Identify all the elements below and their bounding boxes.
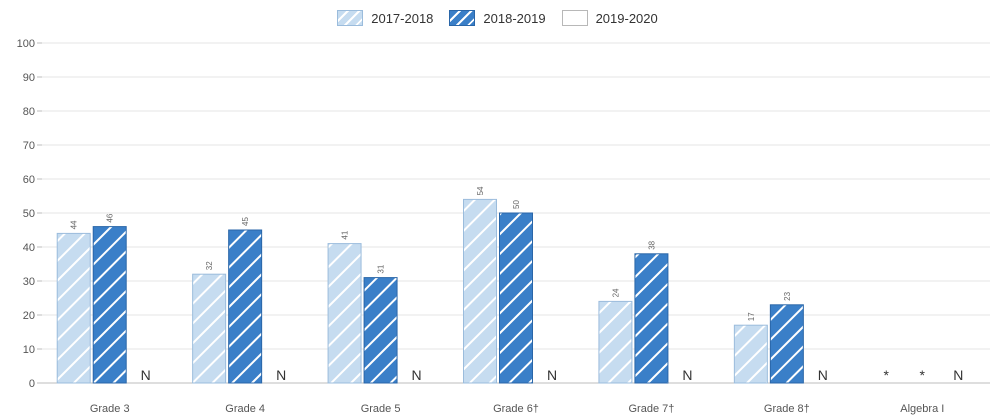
- x-tick-label: Grade 7†: [628, 403, 674, 415]
- x-tick-label: Grade 6†: [493, 403, 539, 415]
- y-axis: 0 10 20 30 40 50 60 70 80 90 100: [17, 38, 42, 390]
- y-tick-label: 10: [23, 344, 35, 356]
- data-label: 32: [205, 261, 214, 270]
- bar[interactable]: [56, 232, 91, 384]
- no-data-label: N: [818, 367, 828, 383]
- y-tick-label: 60: [23, 174, 35, 186]
- data-label: 17: [747, 312, 756, 321]
- no-data-label: *: [920, 367, 926, 383]
- legend-item-2017-2018[interactable]: 2017-2018: [337, 10, 433, 26]
- data-label: 23: [783, 291, 792, 300]
- data-label: 38: [647, 240, 656, 249]
- x-tick-label: Grade 8†: [764, 403, 810, 415]
- y-tick-label: 30: [23, 276, 35, 288]
- legend-swatch-2018-2019: [449, 10, 476, 26]
- legend-label-2018-2019: 2018-2019: [483, 10, 546, 26]
- y-tick-label: 90: [23, 72, 35, 84]
- y-tick-label: 20: [23, 310, 35, 322]
- bar[interactable]: [327, 243, 362, 384]
- data-label: 24: [611, 288, 620, 297]
- chart-legend: 2017-2018 2018-2019 2019-2020: [0, 8, 995, 28]
- data-label: 46: [106, 213, 115, 222]
- y-tick-label: 0: [29, 378, 35, 390]
- legend-swatch-2019-2020: [561, 10, 588, 26]
- no-data-label: N: [412, 367, 422, 383]
- bar[interactable]: [769, 304, 804, 384]
- x-tick-label: Grade 3: [90, 403, 130, 415]
- bar[interactable]: [598, 300, 633, 384]
- no-data-label: N: [682, 367, 692, 383]
- no-data-label: N: [547, 367, 557, 383]
- y-tick-label: 40: [23, 242, 35, 254]
- no-data-label: *: [884, 367, 890, 383]
- bars: 44 46 N 32 45 N 41 31 N 54 50 N 24 38 N 17 23 N * * N: [56, 186, 963, 384]
- x-tick-label: Algebra I: [900, 403, 944, 415]
- x-tick-label: Grade 4: [225, 403, 265, 415]
- x-tick-label: Grade 5: [361, 403, 401, 415]
- no-data-label: N: [276, 367, 286, 383]
- data-label: 50: [512, 200, 521, 209]
- data-label: 41: [341, 230, 350, 239]
- x-axis: Grade 3 Grade 4 Grade 5 Grade 6† Grade 7† Gra…: [90, 403, 944, 415]
- y-tick-label: 70: [23, 140, 35, 152]
- no-data-label: N: [953, 367, 963, 383]
- legend-swatch-2017-2018: [337, 10, 364, 26]
- legend-item-2019-2020[interactable]: 2019-2020: [561, 10, 658, 26]
- legend-label-2017-2018: 2017-2018: [371, 10, 434, 26]
- bar[interactable]: [733, 324, 768, 384]
- bar[interactable]: [228, 229, 263, 384]
- bar[interactable]: [499, 212, 533, 384]
- no-data-label: N: [141, 367, 151, 383]
- y-tick-label: 50: [23, 208, 35, 220]
- data-label: 31: [377, 264, 386, 273]
- data-label: 54: [476, 186, 485, 195]
- legend-label-2019-2020: 2019-2020: [595, 10, 658, 26]
- legend-item-2018-2019[interactable]: 2018-2019: [449, 10, 546, 26]
- y-tick-label: 80: [23, 106, 35, 118]
- bar[interactable]: [463, 198, 497, 384]
- data-label: 45: [241, 217, 250, 226]
- bar[interactable]: [92, 226, 127, 384]
- data-label: 44: [70, 220, 79, 229]
- bar[interactable]: [363, 277, 398, 384]
- bar[interactable]: [634, 253, 669, 384]
- bar[interactable]: [192, 273, 227, 384]
- y-tick-label: 100: [17, 38, 35, 50]
